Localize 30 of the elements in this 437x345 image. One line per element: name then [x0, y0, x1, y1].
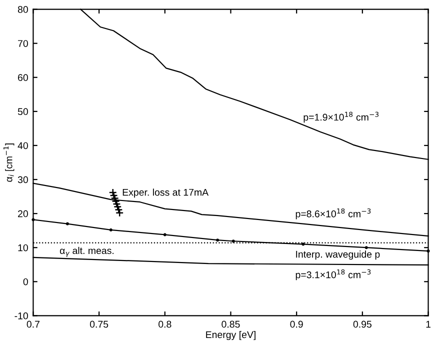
y-tick-label: 0	[23, 278, 28, 286]
ref-line-label: α$_{γ}$ alt. meas.	[60, 246, 114, 257]
point	[116, 208, 124, 217]
x-tick-label: 0.9	[290, 320, 303, 328]
point	[110, 194, 119, 202]
x-axis-title: Energy [eV]	[206, 330, 256, 340]
series-label: Exper. loss at 17mA	[122, 188, 209, 198]
series-label: p=1.9×10$^{18}$ cm$^{−3}$	[304, 112, 379, 123]
x-tick-label: 0.95	[353, 320, 372, 328]
y-tick-label: 80	[18, 6, 28, 13]
x-tick-label: 0.8	[158, 320, 172, 328]
point	[112, 200, 121, 208]
series-label: Interp. waveguide p	[296, 250, 380, 260]
y-tick-label: 20	[18, 210, 28, 218]
y-tick-label: -10	[14, 312, 28, 320]
point	[112, 197, 120, 206]
y-tick-label: 30	[18, 176, 28, 184]
x-tick-label: 0.7	[26, 320, 40, 328]
x-tick-label: 0.75	[90, 320, 108, 328]
series-label: p=8.6×10$^{18}$ cm$^{−3}$	[296, 208, 371, 220]
y-tick-label: 70	[18, 40, 28, 47]
point	[114, 202, 122, 211]
series-label: p=3.1×10$^{18}$ cm$^{−3}$	[296, 269, 371, 280]
y-tick-label: 10	[18, 244, 28, 252]
y-tick-label: 60	[18, 74, 28, 82]
y-tick-label: 40	[18, 142, 28, 150]
x-tick-label: 0.85	[222, 320, 240, 328]
y-tick-label: 50	[18, 108, 28, 116]
y-axis-title: α$_{i}$ [cm$^{−1}$]	[4, 144, 14, 182]
x-tick-label: 1	[426, 320, 430, 328]
